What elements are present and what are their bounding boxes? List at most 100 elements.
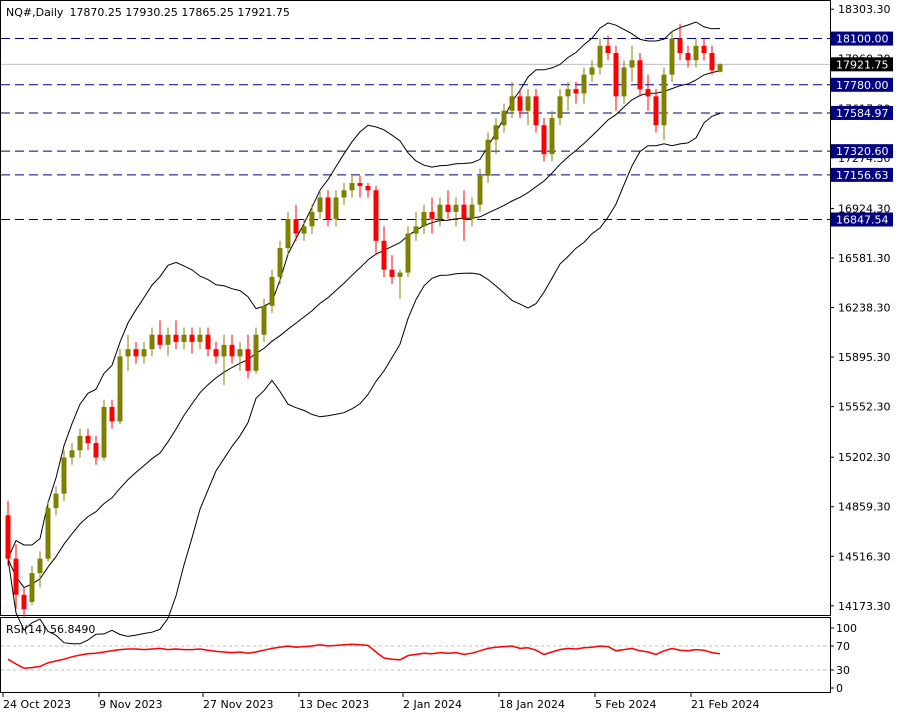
time-tick-label: 5 Feb 2024	[595, 698, 656, 711]
candle	[181, 327, 187, 350]
candle	[661, 67, 667, 140]
candle	[581, 67, 587, 104]
price-tick-label: 15895.30	[838, 351, 891, 364]
candle	[557, 89, 563, 126]
candle-body	[37, 558, 43, 574]
candle-body	[389, 269, 395, 277]
price-tick-label: 18303.30	[838, 3, 891, 16]
candle	[269, 269, 275, 314]
horizontal-levels[interactable]	[1, 38, 830, 221]
candle-body	[485, 139, 491, 176]
candle-body	[61, 457, 67, 494]
candle-body	[349, 183, 355, 191]
level-tag-label: 18100.00	[836, 33, 889, 46]
candle	[565, 81, 571, 111]
candle-body	[509, 96, 515, 111]
candle-body	[405, 233, 411, 273]
candle-body	[373, 190, 379, 241]
candle	[157, 320, 163, 350]
candle	[277, 240, 283, 285]
candle-body	[237, 349, 243, 357]
candle	[573, 81, 579, 104]
candle	[709, 45, 715, 75]
candle	[453, 197, 459, 227]
candle-body	[437, 204, 443, 220]
candle	[533, 89, 539, 133]
candle	[365, 183, 371, 198]
candle-body	[421, 211, 427, 227]
candle	[13, 544, 19, 610]
candle	[117, 349, 123, 425]
candle-body	[605, 45, 611, 54]
candle	[349, 175, 355, 198]
candle-body	[629, 60, 635, 68]
candle	[37, 551, 43, 588]
candle	[261, 298, 267, 342]
candle-body	[13, 558, 19, 595]
candle	[677, 24, 683, 61]
candle	[141, 341, 147, 364]
candle-body	[157, 334, 163, 345]
candle-body	[493, 125, 499, 140]
candle-body	[85, 435, 91, 444]
candle	[189, 327, 195, 354]
candle	[165, 327, 171, 357]
current-price-tag-label: 17921.75	[836, 58, 889, 71]
candle	[221, 334, 227, 386]
candle-body	[685, 53, 691, 61]
candle	[69, 443, 75, 465]
lower-band	[7, 112, 721, 645]
candle	[645, 74, 651, 111]
candle-body	[229, 344, 235, 357]
candle	[173, 320, 179, 350]
candle-body	[533, 96, 539, 126]
candle-body	[261, 305, 267, 335]
price-tick-label: 16238.30	[838, 302, 891, 315]
candle	[669, 31, 675, 82]
time-axis: 24 Oct 2023 9 Nov 2023 27 Nov 2023 13 Dec 2…	[2, 692, 759, 711]
candle-body	[173, 334, 179, 342]
candle-body	[573, 89, 579, 94]
candle-body	[293, 219, 299, 234]
candle	[717, 63, 723, 73]
candle	[149, 327, 155, 357]
candle	[101, 399, 107, 461]
candle-body	[125, 349, 131, 357]
candle	[309, 204, 315, 234]
time-tick-label: 2 Jan 2024	[403, 698, 462, 711]
candle-body	[69, 450, 75, 458]
candle	[21, 587, 27, 617]
candle-body	[189, 334, 195, 342]
level-tag-label: 17156.63	[836, 169, 889, 182]
candle	[485, 132, 491, 184]
candle-body	[341, 190, 347, 198]
candle	[429, 197, 435, 234]
level-tag	[831, 167, 893, 182]
candle	[53, 486, 59, 516]
rsi-tick-label: 30	[836, 664, 850, 677]
candle	[341, 183, 347, 205]
time-tick-label: 27 Nov 2023	[203, 698, 273, 711]
candle	[253, 327, 259, 374]
candle-body	[677, 38, 683, 54]
candle-body	[29, 573, 35, 602]
candle	[29, 565, 35, 605]
candle	[477, 168, 483, 212]
candle	[45, 500, 51, 562]
candle	[325, 190, 331, 227]
candle	[685, 45, 691, 68]
candle-body	[21, 594, 27, 610]
middle-band	[7, 70, 721, 589]
candle-body	[77, 435, 83, 451]
time-tick-label: 21 Feb 2024	[691, 698, 759, 711]
candle	[605, 35, 611, 61]
candle-body	[245, 349, 251, 371]
candle	[333, 190, 339, 227]
candle	[133, 341, 139, 364]
candle-body	[613, 53, 619, 97]
level-tag-label: 17584.97	[836, 107, 889, 120]
rsi-tick-label: 70	[836, 640, 850, 653]
candle	[469, 197, 475, 227]
candle-body	[701, 45, 707, 54]
